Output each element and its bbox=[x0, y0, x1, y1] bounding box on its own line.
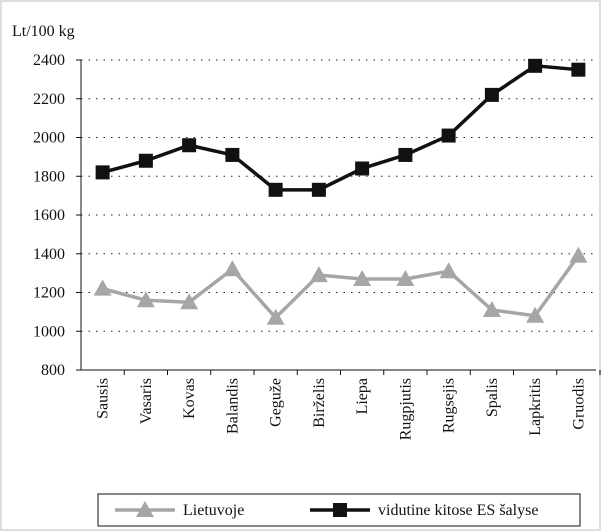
legend-marker bbox=[136, 501, 154, 517]
point bbox=[225, 147, 240, 162]
y-tick-label: 2400 bbox=[33, 52, 65, 69]
point bbox=[182, 138, 197, 153]
x-tick-label: Rugsejis bbox=[441, 378, 458, 433]
point bbox=[482, 300, 501, 317]
y-tick-label: 1800 bbox=[33, 168, 65, 185]
x-tick-label: Liepa bbox=[354, 378, 371, 414]
x-tick-label: Balandis bbox=[224, 378, 241, 434]
legend-label: Lietuvoje bbox=[183, 502, 244, 519]
point bbox=[396, 269, 415, 286]
x-tick-label: Sausis bbox=[95, 378, 112, 419]
series-line bbox=[102, 254, 580, 321]
point bbox=[355, 161, 370, 176]
x-tick-label: Vasaris bbox=[138, 378, 155, 424]
point bbox=[439, 262, 458, 279]
y-tick-label: 2200 bbox=[33, 91, 65, 108]
x-tick-label: Spalis bbox=[484, 378, 501, 417]
point bbox=[180, 293, 199, 310]
x-tick-label: Kovas bbox=[181, 378, 198, 419]
point bbox=[138, 153, 153, 168]
point bbox=[571, 62, 586, 77]
point bbox=[223, 260, 242, 277]
point bbox=[484, 87, 499, 102]
point bbox=[311, 182, 326, 197]
x-tick-label: Rugpjutis bbox=[397, 378, 414, 440]
point bbox=[398, 147, 413, 162]
y-tick-label: 1400 bbox=[33, 246, 65, 263]
point bbox=[268, 182, 283, 197]
x-tick-label: Lapkritis bbox=[527, 378, 544, 436]
point bbox=[93, 279, 112, 296]
series-line bbox=[102, 64, 579, 192]
point bbox=[528, 58, 543, 73]
y-tick-label: 1000 bbox=[33, 323, 65, 340]
point bbox=[569, 246, 588, 263]
y-tick-label: 1600 bbox=[33, 207, 65, 224]
y-tick-label: 800 bbox=[41, 362, 65, 379]
point bbox=[95, 165, 110, 180]
y-tick-label: 1200 bbox=[33, 285, 65, 302]
point bbox=[266, 308, 285, 325]
legend-marker bbox=[333, 503, 347, 517]
point bbox=[526, 306, 545, 323]
point bbox=[441, 128, 456, 143]
point bbox=[353, 269, 372, 286]
point bbox=[136, 291, 155, 308]
legend-label: vidutine kitose ES šalyse bbox=[378, 502, 538, 519]
y-axis-label: Lt/100 kg bbox=[12, 23, 75, 40]
point bbox=[309, 266, 328, 283]
x-tick-label: Geguže bbox=[268, 378, 285, 427]
x-tick-label: Gruodis bbox=[570, 378, 587, 430]
x-tick-label: Birželis bbox=[311, 378, 328, 428]
y-tick-label: 2000 bbox=[33, 130, 65, 147]
